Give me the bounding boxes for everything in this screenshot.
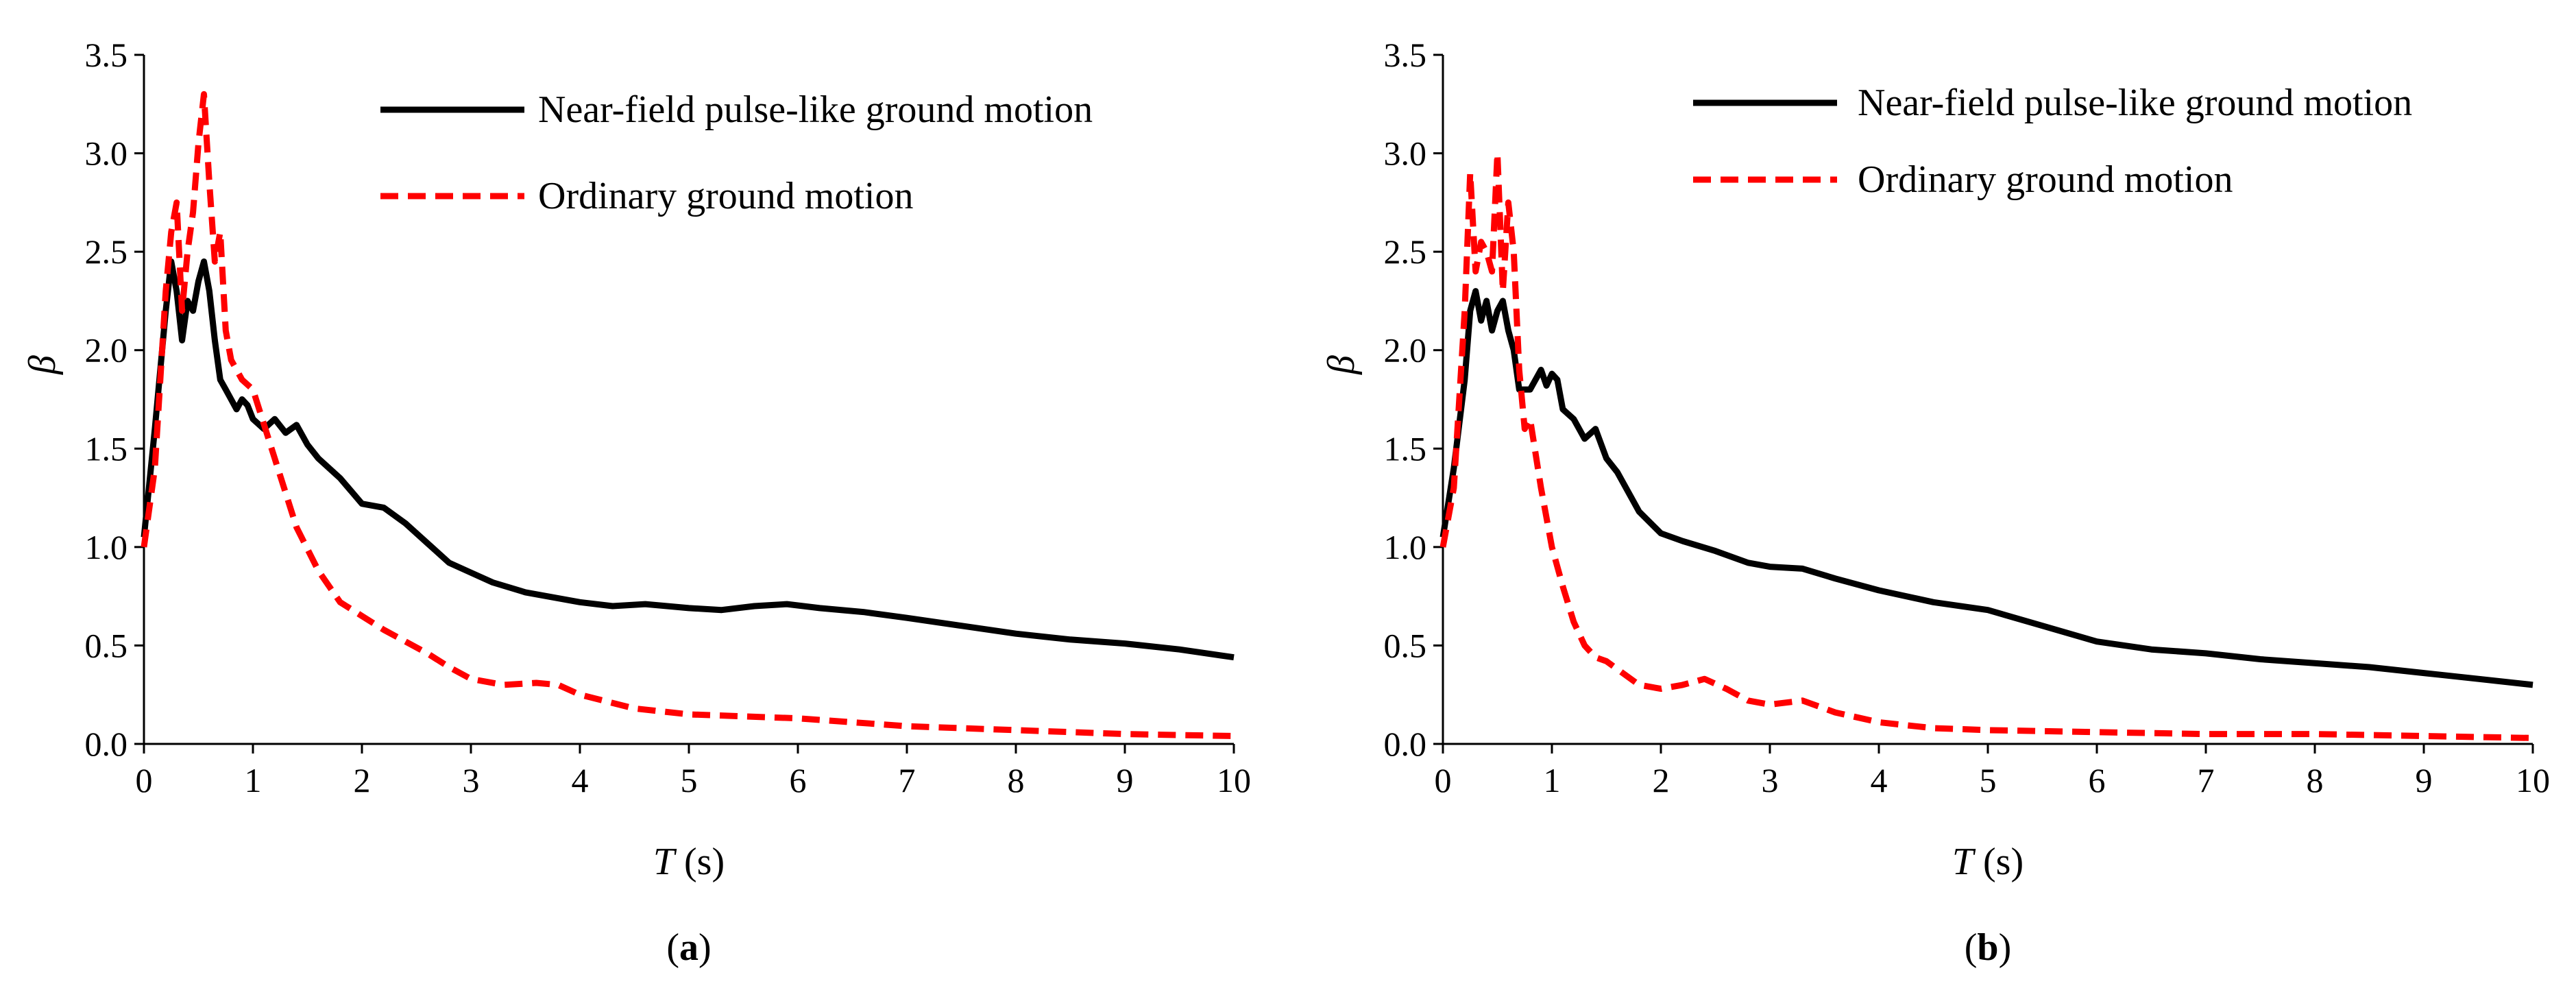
x-tick-label: 8 — [1008, 761, 1025, 799]
x-tick-label: 9 — [1117, 761, 1134, 799]
legend-label-ordinary: Ordinary ground motion — [1858, 158, 2233, 201]
y-tick-label: 3.0 — [1384, 134, 1427, 173]
x-tick-label: 2 — [1653, 761, 1670, 799]
panel-caption-a: (a) — [666, 926, 711, 969]
y-tick-label: 0.0 — [85, 725, 128, 763]
x-tick-label: 9 — [2416, 761, 2433, 799]
panel-caption-b: (b) — [1965, 926, 2011, 969]
panel-caption-letter: b — [1977, 926, 1998, 969]
x-tick-label: 7 — [2198, 761, 2215, 799]
series-lines — [141, 91, 1235, 739]
x-tick-label: 1 — [245, 761, 262, 799]
x-tick-label: 4 — [572, 761, 589, 799]
x-tick-label: 10 — [1217, 761, 1251, 799]
y-axis-label: β — [21, 355, 64, 375]
y-axis-label: β — [1320, 355, 1363, 375]
y-tick-label: 3.5 — [85, 36, 128, 74]
x-tick-label: 8 — [2307, 761, 2324, 799]
y-tick-label: 2.0 — [85, 331, 128, 370]
legend-label-near-field: Near-field pulse-like ground motion — [1858, 82, 2412, 124]
x-tick-label: 4 — [1871, 761, 1888, 799]
y-tick-label: 2.0 — [1384, 331, 1427, 370]
x-tick-label: 6 — [2089, 761, 2106, 799]
x-tick-label: 5 — [681, 761, 698, 799]
y-tick-labels: 0.0 0.5 1.0 1.5 2.0 2.5 3.0 3.5 — [1384, 36, 1443, 763]
x-axis-unit: (s) — [675, 841, 725, 883]
x-tick-label: 2 — [354, 761, 371, 799]
series-line-near-field — [141, 258, 1235, 661]
x-tick-label: 3 — [463, 761, 480, 799]
panel-caption-letter: a — [679, 926, 698, 969]
y-tick-labels: 0.0 0.5 1.0 1.5 2.0 2.5 3.0 3.5 — [85, 36, 144, 763]
x-axis-unit: (s) — [1973, 841, 2024, 883]
y-tick-label: 0.5 — [85, 626, 128, 664]
chart-panel-b: 0 1 2 3 4 5 6 7 8 9 10 0.00.51.01.52.02.53.03.5 β … — [1320, 36, 2550, 969]
series-line-ordinary — [1439, 150, 2534, 741]
x-tick-label: 0 — [1435, 761, 1452, 799]
y-tick-label: 3.0 — [85, 134, 128, 173]
chart-panel-a: 0 1 2 3 4 5 6 7 8 9 10 0.00.51.01.52.02.53.03.5 β … — [21, 36, 1251, 969]
x-axis-label: T (s) — [653, 841, 725, 883]
y-tick-label: 0.0 — [1384, 725, 1427, 763]
x-tick-label: 10 — [2516, 761, 2550, 799]
x-tick-labels: 0 1 2 3 4 5 6 7 8 9 10 — [136, 744, 1251, 799]
series-line-ordinary — [141, 91, 1235, 739]
y-tick-label: 2.5 — [1384, 232, 1427, 271]
series-lines — [1439, 150, 2534, 741]
y-tick-label: 2.5 — [85, 232, 128, 271]
x-tick-label: 3 — [1762, 761, 1779, 799]
y-tick-label: 1.5 — [1384, 429, 1427, 468]
y-tick-label: 1.0 — [85, 528, 128, 566]
legend: Near-field pulse-like ground motion Ordi… — [1693, 82, 2412, 201]
y-tick-label: 0.5 — [1384, 626, 1427, 664]
x-axis-variable: T — [653, 841, 677, 883]
y-tick-label: 3.5 — [1384, 36, 1427, 74]
plot-area — [1443, 55, 2533, 744]
x-axis-label: T (s) — [1952, 841, 2024, 883]
x-tick-label: 7 — [899, 761, 916, 799]
legend-label-near-field: Near-field pulse-like ground motion — [538, 88, 1093, 131]
x-tick-label: 6 — [790, 761, 807, 799]
legend: Near-field pulse-like ground motion Ordi… — [380, 88, 1093, 217]
x-axis-variable: T — [1952, 841, 1976, 883]
y-tick-label: 1.0 — [1384, 528, 1427, 566]
legend-label-ordinary: Ordinary ground motion — [538, 175, 913, 217]
y-tick-label: 1.5 — [85, 429, 128, 468]
x-tick-label: 1 — [1544, 761, 1561, 799]
series-line-near-field — [1439, 288, 2534, 688]
x-tick-label: 5 — [1980, 761, 1997, 799]
x-tick-labels: 0 1 2 3 4 5 6 7 8 9 10 — [1435, 744, 2550, 799]
x-tick-label: 0 — [136, 761, 153, 799]
plot-area — [144, 55, 1234, 744]
